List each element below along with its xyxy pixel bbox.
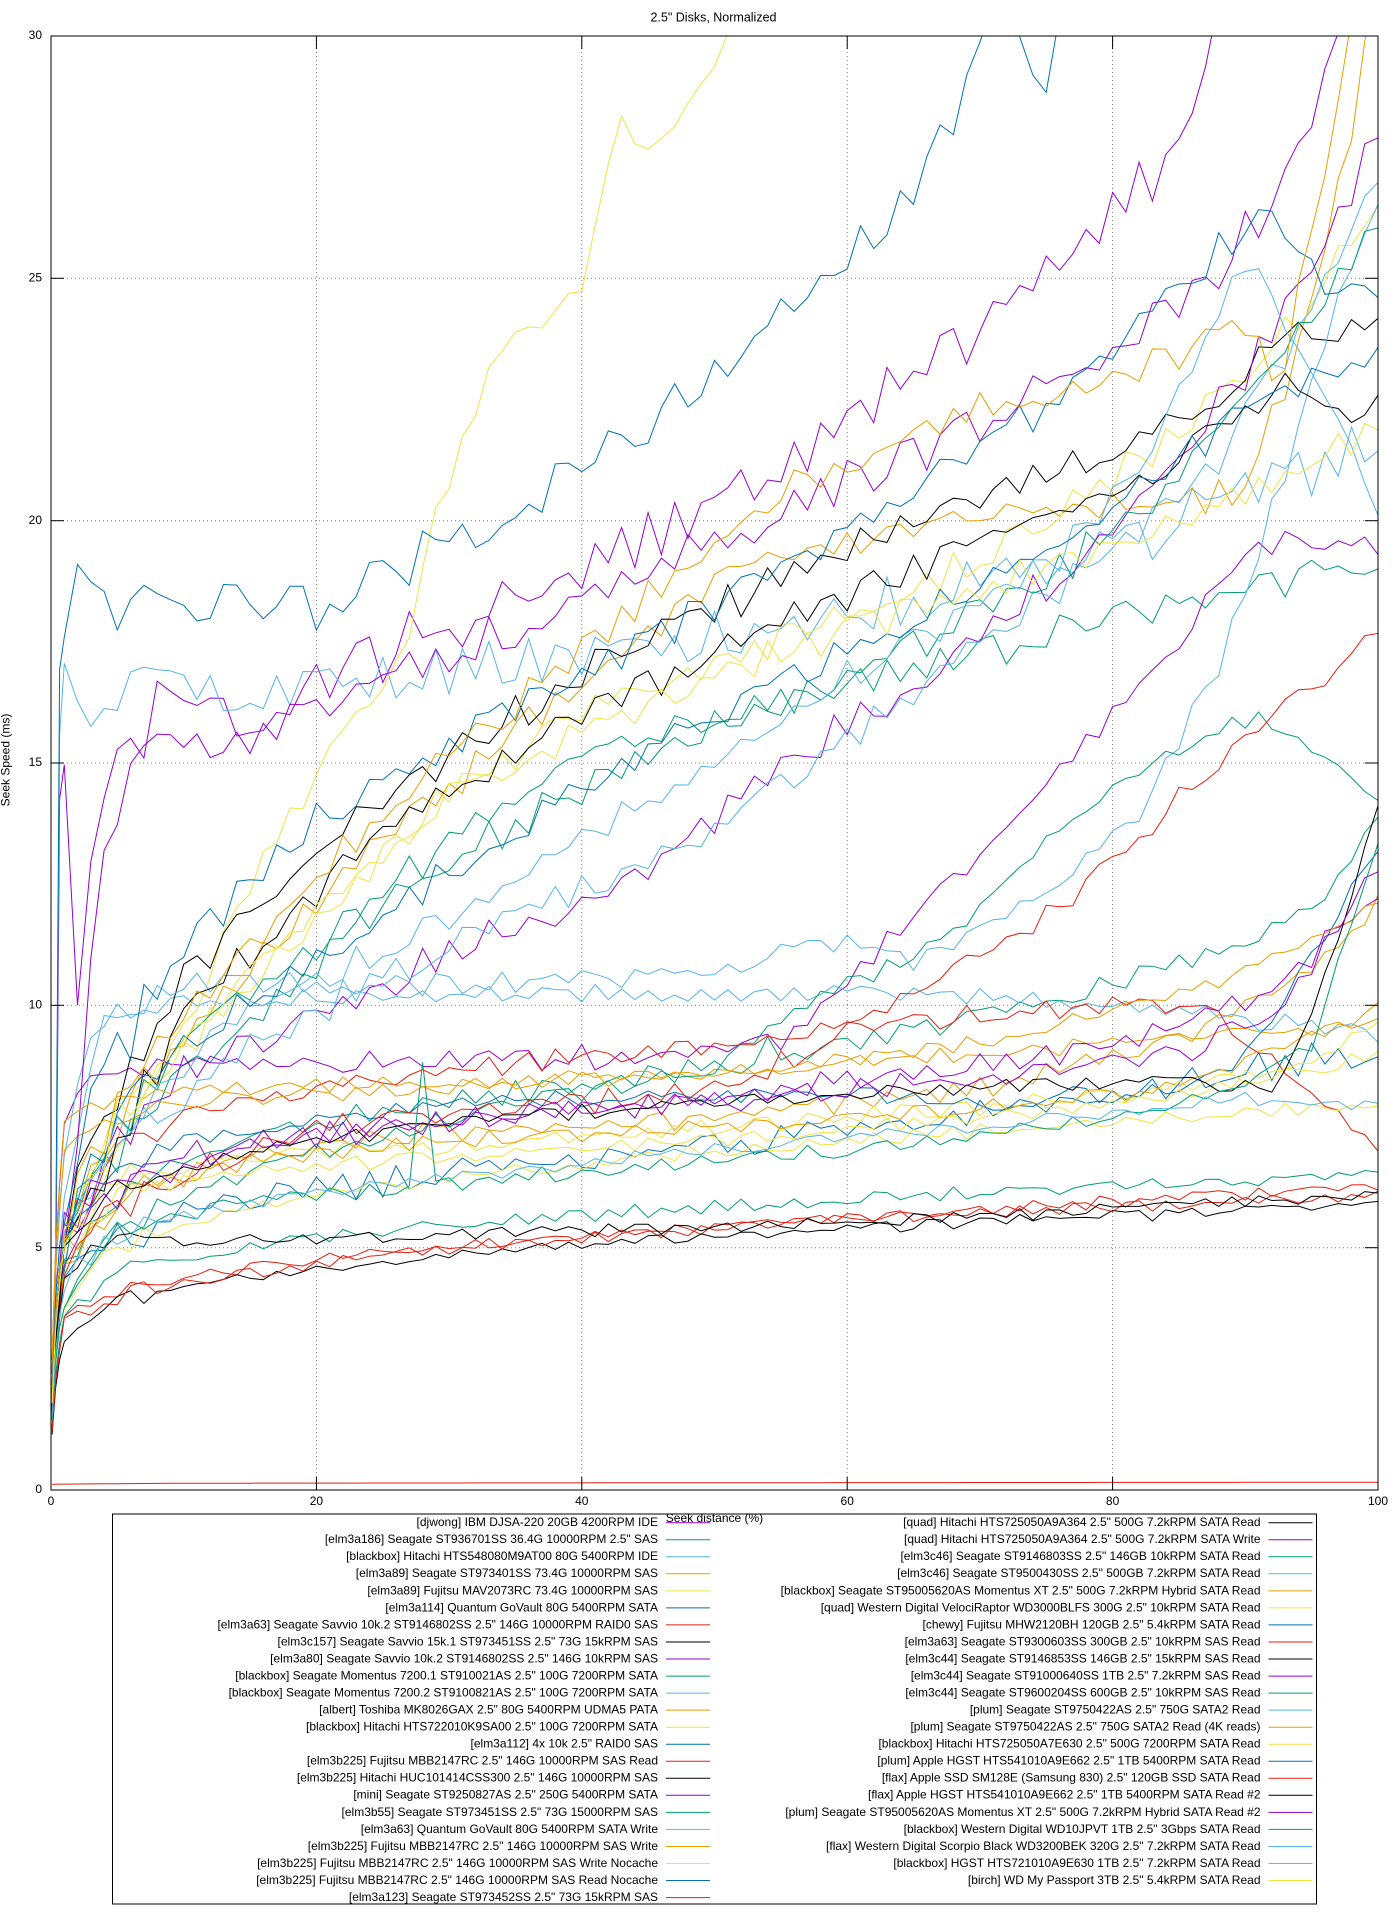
svg-text:[elm3b225] Fujitsu MBB2147RC 2: [elm3b225] Fujitsu MBB2147RC 2.5" 146G 1… (256, 1873, 658, 1887)
svg-text:[elm3a112] 4x 10k 2.5" RAID0 S: [elm3a112] 4x 10k 2.5" RAID0 SAS (471, 1737, 658, 1751)
svg-text:Seek Speed (ms): Seek Speed (ms) (0, 714, 13, 807)
svg-text:[plum] Apple HGST HTS541010A9E: [plum] Apple HGST HTS541010A9E662 2.5" 1… (877, 1754, 1260, 1768)
svg-text:25: 25 (29, 271, 43, 285)
svg-text:[blackbox] Seagate Momentus 72: [blackbox] Seagate Momentus 7200.1 ST910… (235, 1669, 658, 1683)
svg-text:[blackbox] Hitachi HTS722010K9: [blackbox] Hitachi HTS722010K9SA00 2.5" … (306, 1720, 658, 1734)
svg-text:[elm3c46] Seagate ST9146803SS: [elm3c46] Seagate ST9146803SS 2.5" 146GB… (900, 1549, 1260, 1563)
svg-text:2.5" Disks, Normalized: 2.5" Disks, Normalized (650, 11, 776, 25)
svg-text:[birch] WD My Passport 3TB 2.5: [birch] WD My Passport 3TB 2.5" 5.4kRPM … (968, 1873, 1261, 1887)
svg-text:[blackbox] Seagate Momentus 72: [blackbox] Seagate Momentus 7200.2 ST910… (229, 1686, 658, 1700)
svg-text:100: 100 (1368, 1494, 1388, 1508)
svg-text:[elm3a80] Seagate Savvio 10k.2: [elm3a80] Seagate Savvio 10k.2 ST9146802… (270, 1651, 658, 1665)
svg-text:[quad] Western Digital VelociR: [quad] Western Digital VelociRaptor WD30… (821, 1600, 1261, 1614)
svg-text:30: 30 (29, 28, 43, 42)
svg-text:[quad] Hitachi HTS725050A9A364: [quad] Hitachi HTS725050A9A364 2.5" 500G… (904, 1532, 1261, 1546)
svg-text:[elm3a89] Fujitsu MAV2073RC 73: [elm3a89] Fujitsu MAV2073RC 73.4G 10000R… (367, 1583, 658, 1597)
svg-text:[blackbox] HGST HTS721010A9E63: [blackbox] HGST HTS721010A9E630 1TB 2.5"… (893, 1856, 1260, 1870)
svg-text:[flax] Western Digital Scorpio: [flax] Western Digital Scorpio Black WD3… (826, 1839, 1260, 1853)
svg-text:[albert] Toshiba MK8026GAX 2.5: [albert] Toshiba MK8026GAX 2.5" 80G 5400… (319, 1703, 658, 1717)
svg-text:[mini] Seagate ST9250827AS 2.5: [mini] Seagate ST9250827AS 2.5" 250G 540… (353, 1788, 658, 1802)
svg-text:[blackbox] Hitachi HTS548080M9: [blackbox] Hitachi HTS548080M9AT00 80G 5… (346, 1549, 658, 1563)
svg-text:[blackbox] Hitachi HTS725050A7: [blackbox] Hitachi HTS725050A7E630 2.5" … (878, 1737, 1260, 1751)
svg-text:[elm3b225] Fujitsu MBB2147RC 2: [elm3b225] Fujitsu MBB2147RC 2.5" 146G 1… (257, 1856, 658, 1870)
svg-text:20: 20 (310, 1494, 324, 1508)
svg-text:[elm3a63] Seagate Savvio 10k.2: [elm3a63] Seagate Savvio 10k.2 ST9146802… (217, 1617, 658, 1631)
svg-text:[elm3c44] Seagate ST91000640SS: [elm3c44] Seagate ST91000640SS 1TB 2.5" … (911, 1669, 1261, 1683)
svg-text:[elm3c44] Seagate ST9146853SS: [elm3c44] Seagate ST9146853SS 146GB 2.5"… (905, 1651, 1260, 1665)
svg-text:80: 80 (1106, 1494, 1120, 1508)
svg-text:15: 15 (29, 755, 43, 769)
svg-text:5: 5 (35, 1240, 42, 1254)
svg-text:[elm3a123] Seagate ST973452SS: [elm3a123] Seagate ST973452SS 2.5" 73G 1… (349, 1890, 658, 1904)
svg-text:[elm3c44] Seagate ST9600204SS: [elm3c44] Seagate ST9600204SS 600GB 2.5"… (905, 1686, 1260, 1700)
svg-text:40: 40 (575, 1494, 589, 1508)
svg-text:[plum] Seagate ST9750422AS 2.5: [plum] Seagate ST9750422AS 2.5" 750G SAT… (910, 1720, 1260, 1734)
svg-text:[elm3b225] Fujitsu MBB2147RC 2: [elm3b225] Fujitsu MBB2147RC 2.5" 146G 1… (308, 1839, 659, 1853)
svg-text:[plum] Seagate ST95005620AS Mo: [plum] Seagate ST95005620AS Momentus XT … (785, 1805, 1261, 1819)
svg-text:60: 60 (841, 1494, 855, 1508)
svg-text:[elm3a89] Seagate ST973401SS 7: [elm3a89] Seagate ST973401SS 73.4G 10000… (356, 1566, 658, 1580)
svg-text:[elm3b225] Hitachi HUC101414CS: [elm3b225] Hitachi HUC101414CSS300 2.5" … (297, 1771, 658, 1785)
svg-text:[blackbox] Seagate ST95005620A: [blackbox] Seagate ST95005620AS Momentus… (781, 1583, 1261, 1597)
svg-text:10: 10 (29, 998, 43, 1012)
svg-text:[chewy] Fujitsu MHW2120BH 120G: [chewy] Fujitsu MHW2120BH 120GB 2.5" 5.4… (923, 1617, 1261, 1631)
svg-text:[elm3a63] Quantum GoVault 80G: [elm3a63] Quantum GoVault 80G 5400RPM SA… (361, 1822, 659, 1836)
svg-text:[plum] Seagate ST9750422AS 2.5: [plum] Seagate ST9750422AS 2.5" 750G SAT… (970, 1703, 1261, 1717)
svg-text:[elm3b55] Seagate ST973451SS 2: [elm3b55] Seagate ST973451SS 2.5" 73G 15… (342, 1805, 658, 1819)
svg-text:[quad] Hitachi HTS725050A9A364: [quad] Hitachi HTS725050A9A364 2.5" 500G… (903, 1515, 1260, 1529)
svg-text:[flax] Apple HGST HTS541010A9E: [flax] Apple HGST HTS541010A9E662 2.5" 1… (868, 1788, 1261, 1802)
svg-text:Seek distance (%): Seek distance (%) (666, 1511, 763, 1525)
svg-text:[elm3b225] Fujitsu MBB2147RC 2: [elm3b225] Fujitsu MBB2147RC 2.5" 146G 1… (307, 1754, 658, 1768)
svg-text:[elm3c157] Seagate Savvio 15k.: [elm3c157] Seagate Savvio 15k.1 ST973451… (278, 1634, 658, 1648)
svg-text:0: 0 (35, 1482, 42, 1496)
svg-text:[elm3c46] Seagate ST9500430SS: [elm3c46] Seagate ST9500430SS 2.5" 500GB… (897, 1566, 1260, 1580)
svg-text:[elm3a63] Seagate ST9300603SS: [elm3a63] Seagate ST9300603SS 300GB 2.5"… (905, 1634, 1261, 1648)
svg-text:20: 20 (29, 513, 43, 527)
svg-text:[flax] Apple SSD SM128E (Samsu: [flax] Apple SSD SM128E (Samsung 830) 2.… (882, 1771, 1261, 1785)
svg-text:[elm3a114] Quantum GoVault 80G: [elm3a114] Quantum GoVault 80G 5400RPM S… (385, 1600, 658, 1614)
svg-text:[elm3a186] Seagate ST936701SS: [elm3a186] Seagate ST936701SS 36.4G 1000… (325, 1532, 658, 1546)
svg-text:[djwong] IBM DJSA-220 20GB 420: [djwong] IBM DJSA-220 20GB 4200RPM IDE (417, 1515, 658, 1529)
svg-text:0: 0 (48, 1494, 55, 1508)
svg-text:[blackbox] Western Digital WD1: [blackbox] Western Digital WD10JPVT 1TB … (904, 1822, 1261, 1836)
